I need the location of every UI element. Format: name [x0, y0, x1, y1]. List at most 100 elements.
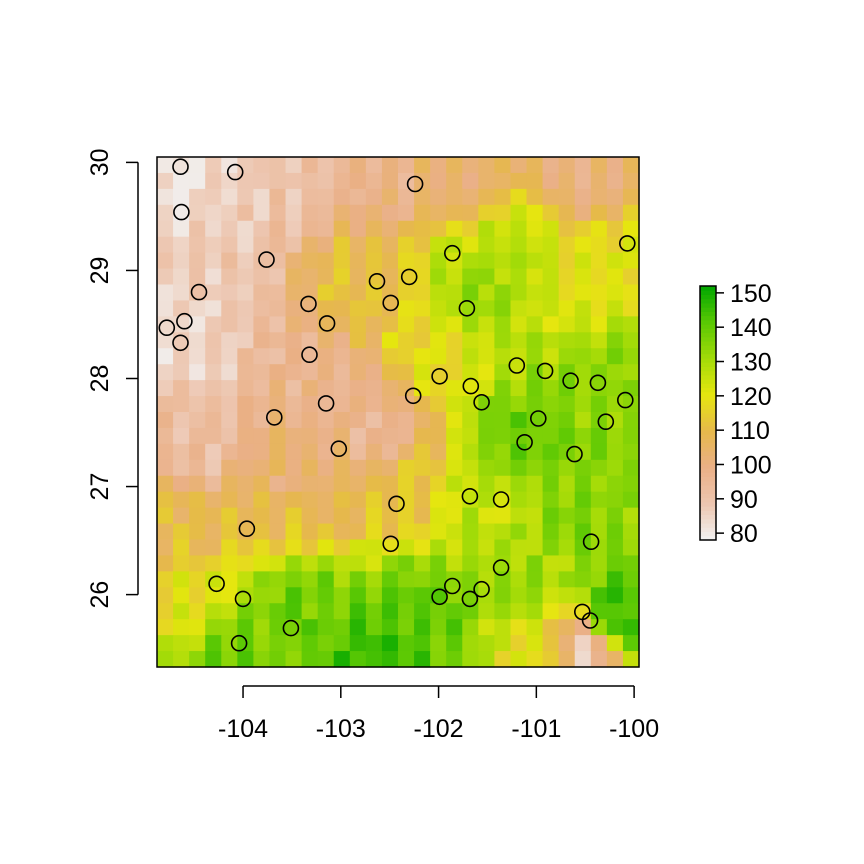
raster-cell [462, 459, 479, 477]
raster-cell [430, 236, 447, 254]
raster-cell [317, 571, 335, 588]
raster-cell [462, 332, 479, 349]
raster-cell [542, 571, 560, 588]
raster-cell [510, 571, 528, 588]
raster-cell [494, 475, 512, 493]
raster-cell [462, 427, 479, 445]
raster-cell [269, 587, 287, 604]
raster-cell [414, 268, 431, 286]
raster-cell [462, 443, 479, 461]
raster-cell [430, 332, 447, 349]
raster-cell [253, 412, 271, 429]
raster-cell [237, 268, 254, 286]
raster-cell [269, 204, 287, 222]
raster-cell [462, 651, 479, 668]
station-point [462, 377, 480, 395]
raster-cell [494, 348, 512, 365]
raster-cell [285, 157, 303, 174]
raster-cell [381, 412, 399, 429]
station-point [230, 634, 248, 652]
raster-cell [221, 188, 238, 206]
raster-cell [253, 587, 271, 604]
raster-cell [558, 651, 576, 668]
raster-cell [349, 157, 367, 174]
raster-cell [558, 603, 576, 620]
colorbar-legend: 80 90 100 110 120 130 140 150 [699, 280, 772, 548]
raster-cell [478, 539, 495, 557]
raster-cell [253, 443, 271, 461]
raster-cell [157, 555, 174, 572]
raster-cell [558, 316, 576, 333]
raster-cell [558, 172, 576, 190]
station-point [265, 409, 283, 426]
raster-cell [317, 427, 335, 445]
raster-cell [494, 157, 512, 174]
raster-cell [253, 651, 271, 668]
raster-cell [285, 651, 303, 668]
raster-cell [269, 348, 287, 365]
raster-cell [526, 571, 544, 588]
raster-cell [269, 603, 287, 620]
raster-cell [462, 252, 479, 270]
raster-cell [494, 380, 512, 397]
raster-cell [285, 204, 303, 222]
raster-cell [173, 555, 190, 572]
raster-cell [606, 380, 624, 397]
station-point [431, 588, 448, 606]
colorbar-cell [700, 353, 716, 359]
raster-cell [622, 603, 640, 620]
raster-cell [526, 555, 544, 572]
raster-cell [173, 603, 190, 620]
raster-cell [381, 204, 399, 222]
x-axis: -104 -103 -102 -101 -100 [218, 685, 659, 743]
raster-cell [269, 427, 287, 445]
raster-cell [301, 475, 319, 493]
raster-cell [462, 204, 479, 222]
raster-cell [622, 300, 640, 317]
raster-cell [173, 172, 190, 190]
station-point [582, 533, 600, 551]
x-tick-label: -103 [316, 715, 366, 743]
raster-cell [622, 220, 640, 238]
raster-cell [157, 443, 174, 461]
raster-cell [173, 475, 190, 493]
raster-cell [349, 300, 367, 317]
raster-cell [414, 619, 431, 636]
raster-cell [446, 587, 463, 604]
raster-cell [269, 539, 287, 557]
raster-cell [173, 523, 190, 541]
colorbar-cell [700, 468, 716, 473]
raster-cell [253, 348, 271, 365]
raster-cell [157, 268, 174, 286]
raster-cell [494, 220, 512, 238]
raster-cell [365, 635, 383, 652]
raster-cell [398, 475, 415, 493]
raster-cell [574, 380, 592, 397]
raster-cell [398, 284, 415, 302]
raster-cell [285, 507, 303, 525]
raster-cell [237, 571, 254, 588]
raster-cell [430, 459, 447, 477]
raster-cell [365, 459, 383, 477]
raster-cell [574, 619, 592, 636]
raster-cell [285, 332, 303, 349]
raster-cell [189, 396, 206, 413]
raster-cell [462, 555, 479, 572]
raster-cell [189, 412, 206, 429]
raster-cell [173, 348, 190, 365]
raster-cell [205, 603, 222, 620]
raster-cell [526, 300, 544, 317]
raster-cell [237, 619, 254, 636]
raster-cell [157, 539, 174, 557]
raster-cell [526, 284, 544, 302]
raster-cell [398, 396, 415, 413]
raster-cell [430, 157, 447, 174]
raster-cell [558, 635, 576, 652]
raster-cell [381, 300, 399, 317]
raster-cell [398, 619, 415, 636]
raster-cell [173, 220, 190, 238]
raster-cell [221, 316, 238, 333]
raster-cell [494, 332, 512, 349]
raster-cell [253, 475, 271, 493]
raster-cell [157, 507, 174, 525]
